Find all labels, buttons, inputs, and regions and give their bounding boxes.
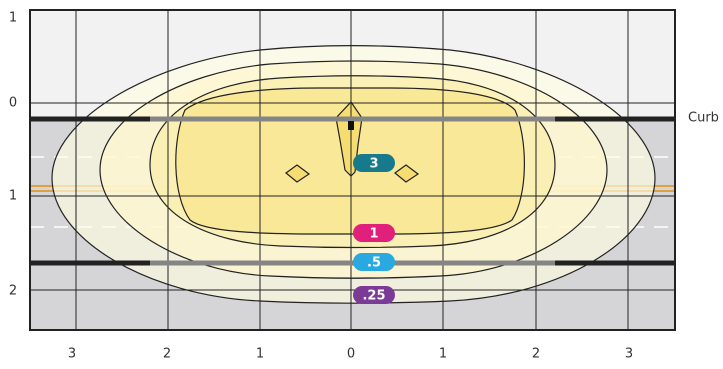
y-axis-label: 1: [9, 11, 17, 26]
x-axis-label: 1: [439, 347, 447, 362]
contour-label: 3: [369, 157, 378, 172]
x-axis-label: 2: [532, 347, 540, 362]
x-axis-label: 1: [256, 347, 264, 362]
contour-label: .5: [367, 256, 381, 271]
luminaire: [348, 121, 354, 130]
y-axis-label: 0: [9, 96, 17, 111]
x-axis-label: 0: [347, 347, 355, 362]
contour-label-pill: [353, 224, 395, 242]
contour-label: 1: [369, 227, 378, 242]
x-axis-label: 3: [68, 347, 76, 362]
contour-label-pill: [353, 154, 395, 172]
grid: [30, 10, 675, 330]
contour-label-pill: [353, 286, 395, 304]
x-axis-label: 3: [625, 347, 633, 362]
contour-label: .25: [362, 289, 385, 304]
y-axis-label: 1: [9, 189, 17, 204]
y-axis-label: 2: [9, 284, 17, 299]
frame: [29, 9, 676, 331]
contour-label-pill: [353, 253, 395, 271]
peak-contour: [285, 164, 311, 183]
curb-label: Curb: [688, 111, 719, 126]
peak-contour: [394, 164, 420, 183]
x-axis-label: 2: [163, 347, 171, 362]
